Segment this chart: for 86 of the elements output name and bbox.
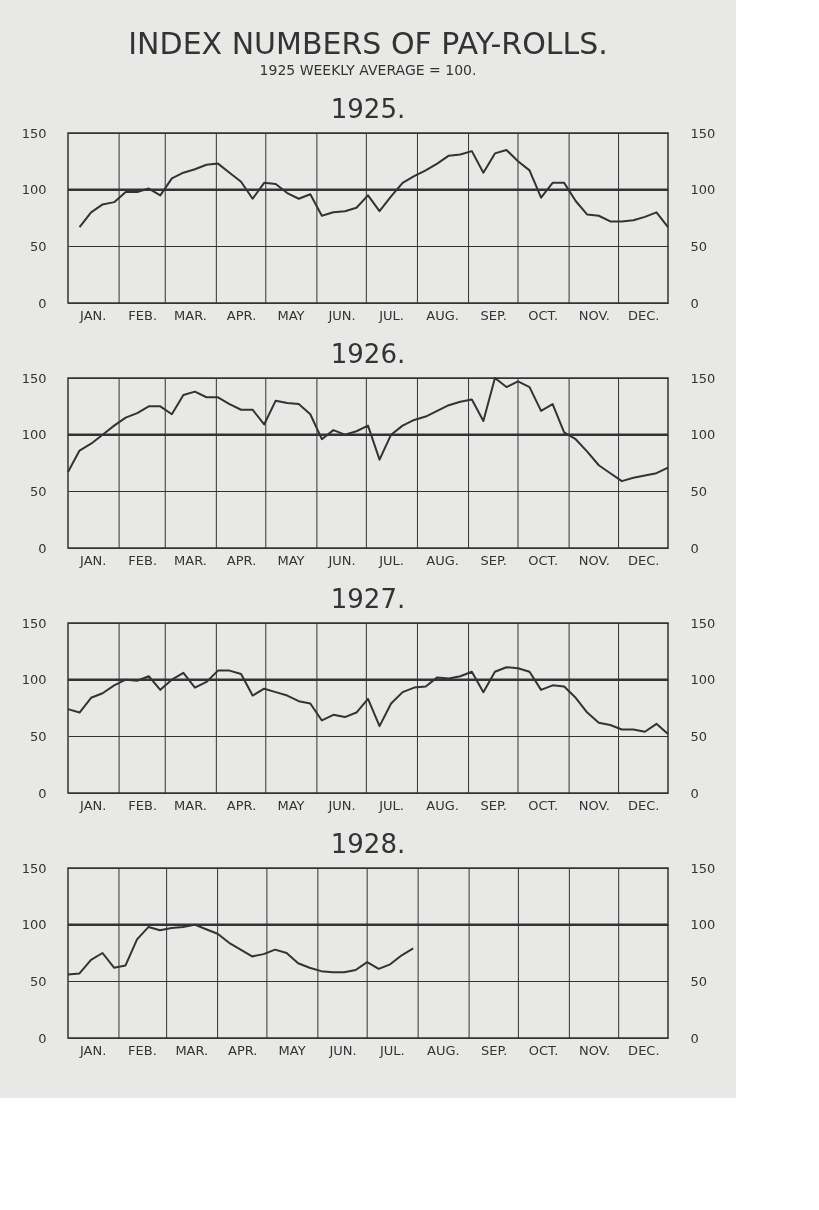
- text: 1925 WEEKLY AVERAGE = 100.: [259, 62, 477, 78]
- x-tick-label: DEC.: [628, 1042, 660, 1058]
- y2-tick-label: 50: [690, 728, 708, 744]
- y-tick-label: 150: [21, 615, 47, 631]
- y-tick-label: 50: [29, 728, 47, 744]
- x-tick-label: DEC.: [628, 797, 660, 813]
- x-tick-label: NOV.: [578, 1042, 611, 1058]
- y-tick-label: 0: [38, 785, 47, 801]
- x-tick-label: SEP.: [481, 1042, 508, 1058]
- x-tick-label: OCT.: [528, 307, 559, 323]
- x-tick-label: MAR.: [174, 307, 207, 323]
- y2-tick-label: 50: [690, 238, 708, 254]
- x-tick-label: DEC.: [628, 552, 660, 568]
- x-tick-label: OCT.: [528, 1042, 559, 1058]
- y2-tick-label: 100: [690, 427, 716, 443]
- x-tick-label: OCT.: [528, 552, 559, 568]
- y-tick-label: 50: [29, 973, 47, 989]
- y2-tick-label: 0: [690, 295, 699, 311]
- x-tick-label: APR.: [226, 307, 257, 323]
- x-tick-label: JAN.: [79, 307, 107, 323]
- x-tick-label: JAN.: [78, 1042, 107, 1058]
- x-tick-label: JUN.: [327, 797, 356, 813]
- y-tick-label: 50: [29, 238, 47, 254]
- y2-tick-label: 0: [690, 1030, 699, 1046]
- x-tick-label: AUG.: [426, 797, 459, 813]
- y2-tick-label: 50: [690, 973, 708, 989]
- y-tick-label: 0: [38, 295, 47, 311]
- x-tick-label: JUL.: [378, 307, 404, 323]
- y-tick-label: 150: [21, 860, 47, 876]
- y2-tick-label: 150: [690, 125, 716, 141]
- x-tick-label: APR.: [226, 552, 257, 568]
- chart-title: 1925.: [330, 94, 406, 124]
- y-tick-label: 0: [38, 1030, 47, 1046]
- y2-tick-label: 100: [690, 672, 716, 688]
- x-tick-label: AUG.: [426, 552, 459, 568]
- y2-tick-label: 150: [690, 615, 716, 631]
- x-tick-label: FEB.: [128, 307, 158, 323]
- x-tick-label: MAY: [277, 552, 305, 568]
- x-tick-label: JUL.: [378, 552, 404, 568]
- y-tick-label: 100: [21, 917, 47, 933]
- y-tick-label: 100: [21, 427, 47, 443]
- x-tick-label: MAR.: [174, 552, 207, 568]
- x-tick-label: AUG.: [426, 1042, 460, 1058]
- x-tick-label: SEP.: [480, 307, 507, 323]
- chart-title: 1926.: [330, 339, 406, 369]
- x-tick-label: NOV.: [578, 797, 610, 813]
- y2-tick-label: 0: [690, 785, 699, 801]
- y2-tick-label: 100: [690, 182, 716, 198]
- y-tick-label: 50: [29, 483, 47, 499]
- x-tick-label: FEB.: [128, 797, 158, 813]
- x-tick-label: APR.: [226, 797, 257, 813]
- x-tick-label: NOV.: [578, 552, 610, 568]
- x-tick-label: OCT.: [528, 797, 559, 813]
- y-tick-label: 0: [38, 540, 47, 556]
- x-tick-label: AUG.: [426, 307, 459, 323]
- y2-tick-label: 150: [690, 370, 716, 386]
- x-tick-label: MAY: [278, 1042, 306, 1058]
- x-tick-label: JUN.: [327, 552, 356, 568]
- x-tick-label: DEC.: [628, 307, 660, 323]
- x-tick-label: JUN.: [327, 307, 356, 323]
- x-tick-label: MAR.: [174, 797, 207, 813]
- x-tick-label: FEB.: [128, 552, 158, 568]
- x-tick-label: JUN.: [328, 1042, 357, 1058]
- y-tick-label: 150: [21, 370, 47, 386]
- text: INDEX NUMBERS OF PAY-ROLLS.: [128, 26, 608, 61]
- x-tick-label: FEB.: [128, 1042, 157, 1058]
- chart-title: 1927.: [330, 584, 406, 614]
- x-tick-label: MAY: [277, 307, 305, 323]
- y2-tick-label: 150: [690, 860, 716, 876]
- x-tick-label: MAY: [277, 797, 305, 813]
- y-tick-label: 100: [21, 182, 47, 198]
- x-tick-label: NOV.: [578, 307, 610, 323]
- x-tick-label: MAR.: [175, 1042, 209, 1058]
- x-tick-label: APR.: [228, 1042, 258, 1058]
- x-tick-label: JUL.: [378, 797, 404, 813]
- y-tick-label: 100: [21, 672, 47, 688]
- y2-tick-label: 0: [690, 540, 699, 556]
- x-tick-label: JAN.: [79, 797, 107, 813]
- x-tick-label: JUL.: [378, 1042, 405, 1058]
- chart-title: 1928.: [330, 829, 406, 859]
- y2-tick-label: 100: [690, 917, 716, 933]
- x-tick-label: SEP.: [480, 552, 507, 568]
- y-tick-label: 150: [21, 125, 47, 141]
- x-tick-label: JAN.: [79, 552, 107, 568]
- x-tick-label: SEP.: [480, 797, 507, 813]
- y2-tick-label: 50: [690, 483, 708, 499]
